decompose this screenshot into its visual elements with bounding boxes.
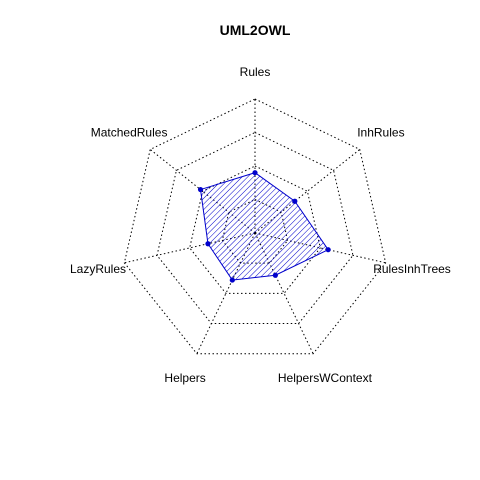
axis-label-helpers: Helpers xyxy=(164,371,205,385)
series-polygon xyxy=(199,172,329,281)
axis-label-helperswcontext: HelpersWContext xyxy=(278,371,373,385)
data-point-helpers xyxy=(229,277,235,283)
axis-label-layer: Rules InhRules RulesInhTrees HelpersWContex… xyxy=(70,65,451,385)
axis-label-lazyrules: LazyRules xyxy=(70,262,126,276)
axis-label-matchedrules: MatchedRules xyxy=(91,126,168,140)
data-point-inhrules xyxy=(292,198,298,204)
axis-label-rules: Rules xyxy=(240,65,271,79)
grid-ring-3 xyxy=(156,131,354,325)
data-point-helperswcontext xyxy=(272,272,278,278)
data-point-matchedrules xyxy=(197,186,204,193)
grid-layer xyxy=(123,98,387,355)
series-layer xyxy=(197,170,331,283)
data-point-rules xyxy=(252,170,258,176)
data-point-rulesinhtrees xyxy=(325,247,331,253)
axis-label-inhrules: InhRules xyxy=(357,126,404,140)
data-point-lazyrules xyxy=(205,241,211,247)
axis-label-rulesinhtrees: RulesInhTrees xyxy=(373,262,451,276)
chart-title: UML2OWL xyxy=(220,22,291,38)
